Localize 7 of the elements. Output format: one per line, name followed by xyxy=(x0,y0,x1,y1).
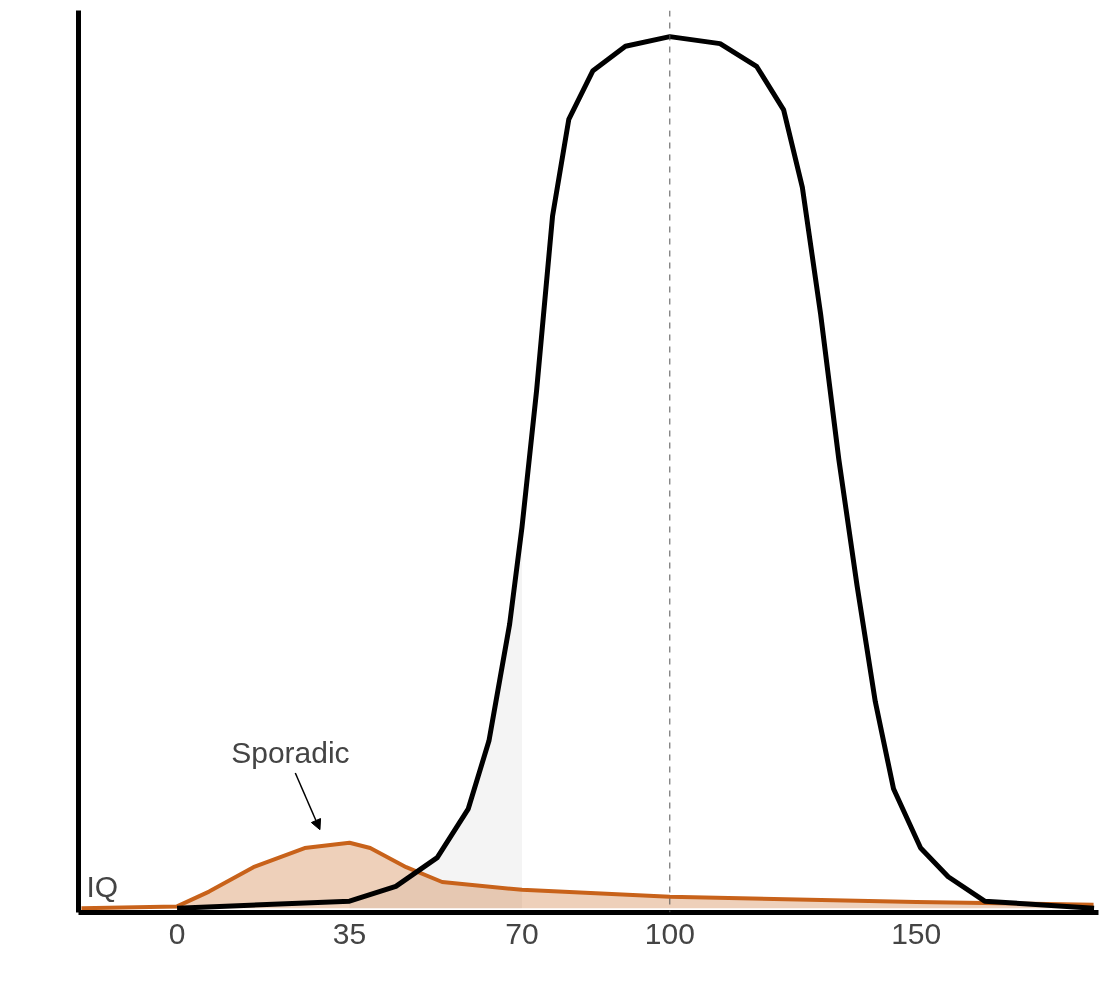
x-tick-label: 70 xyxy=(505,916,539,950)
x-tick-label: 150 xyxy=(891,916,942,950)
x-tick-label: 100 xyxy=(644,916,695,950)
x-axis-title: IQ xyxy=(86,869,119,903)
x-tick-label: 0 xyxy=(168,916,186,950)
annotation: Sporadic xyxy=(231,735,350,769)
x-tick-label: 35 xyxy=(332,916,367,950)
